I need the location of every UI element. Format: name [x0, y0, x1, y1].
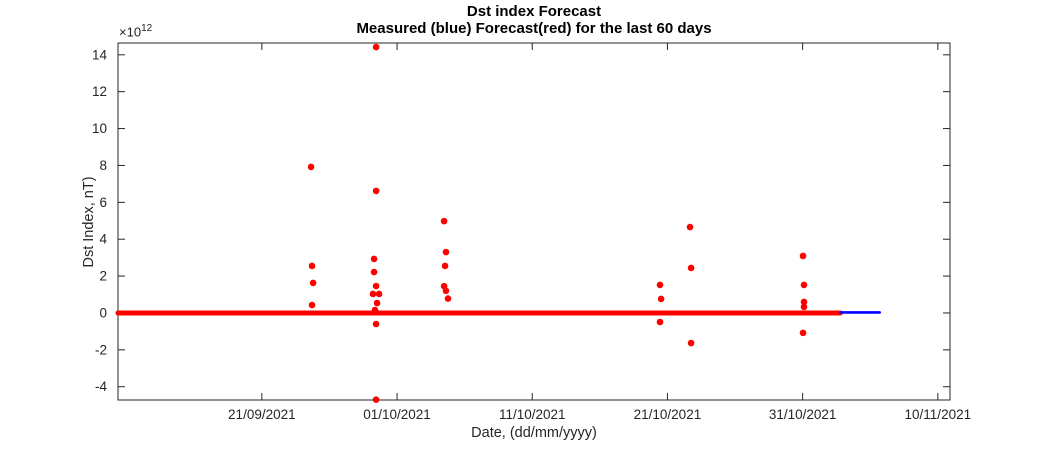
- y-tick-label: 2: [99, 269, 107, 284]
- scatter-point-forecast-spikes: [375, 290, 383, 298]
- x-axis-label: Date, (dd/mm/yyyy): [471, 425, 597, 441]
- y-tick-label: 0: [99, 305, 107, 320]
- x-tick-label: 11/10/2021: [499, 407, 566, 422]
- scatter-point-forecast-spikes: [657, 295, 665, 303]
- y-tick-label: -4: [95, 379, 107, 394]
- y-tick-label: 12: [92, 84, 107, 99]
- y-axis-label: Dst Index, nT): [81, 176, 97, 268]
- y-tick-label: 4: [99, 232, 107, 247]
- scatter-point-forecast-spikes: [370, 268, 378, 276]
- scatter-point-forecast-spikes: [372, 282, 380, 290]
- y-axis-multiplier-base: ×10: [119, 24, 142, 40]
- scatter-point-forecast-spikes: [441, 262, 449, 270]
- chart-title: Dst index Forecast: [466, 3, 602, 20]
- scatter-point-forecast-spikes: [308, 262, 316, 270]
- y-axis-multiplier-exponent: 12: [141, 23, 153, 34]
- x-tick-label: 21/09/2021: [228, 407, 296, 422]
- scatter-point-forecast-spikes: [307, 163, 315, 171]
- x-tick-label: 31/10/2021: [769, 407, 837, 422]
- scatter-point-forecast-spikes: [800, 298, 808, 306]
- x-tick-label: 21/10/2021: [634, 407, 702, 422]
- y-tick-label: 6: [99, 195, 107, 210]
- scatter-point-forecast-spikes: [372, 396, 380, 403]
- scatter-point-forecast-spikes: [800, 303, 808, 311]
- scatter-point-forecast-spikes: [686, 223, 694, 231]
- scatter-point-forecast-spikes: [656, 281, 664, 289]
- scatter-point-forecast-spikes: [656, 318, 664, 326]
- chart-subtitle: Measured (blue) Forecast(red) for the la…: [356, 20, 712, 37]
- scatter-point-forecast-spikes: [800, 281, 808, 289]
- y-tick-label: 10: [92, 121, 107, 136]
- x-tick-label: 01/10/2021: [363, 407, 431, 422]
- scatter-point-forecast-spikes: [687, 264, 695, 272]
- scatter-point-forecast-spikes: [440, 217, 448, 225]
- y-tick-label: 14: [92, 47, 108, 62]
- x-tick-label: 10/11/2021: [905, 407, 972, 422]
- y-axis-multiplier: ×1012: [119, 23, 152, 39]
- scatter-point-forecast-spikes: [373, 299, 381, 307]
- scatter-point-forecast-spikes: [371, 306, 379, 314]
- scatter-point-forecast-spikes: [369, 290, 377, 298]
- scatter-point-forecast-spikes: [308, 301, 316, 309]
- scatter-point-forecast-spikes: [444, 295, 452, 302]
- scatter-point-forecast-spikes: [372, 187, 380, 195]
- scatter-point-forecast-spikes: [799, 329, 807, 337]
- y-tick-label: -2: [95, 342, 107, 357]
- scatter-point-forecast-spikes: [687, 339, 695, 347]
- y-tick-label: 8: [99, 158, 107, 173]
- plot-frame: [117, 42, 951, 401]
- scatter-point-forecast-spikes: [370, 255, 378, 263]
- scatter-point-forecast-spikes: [372, 43, 380, 51]
- scatter-point-forecast-spikes: [442, 287, 450, 295]
- scatter-point-forecast-spikes: [372, 320, 380, 328]
- scatter-point-forecast-spikes: [442, 248, 450, 256]
- scatter-point-forecast-spikes: [799, 252, 807, 260]
- scatter-point-forecast-spikes: [309, 279, 317, 287]
